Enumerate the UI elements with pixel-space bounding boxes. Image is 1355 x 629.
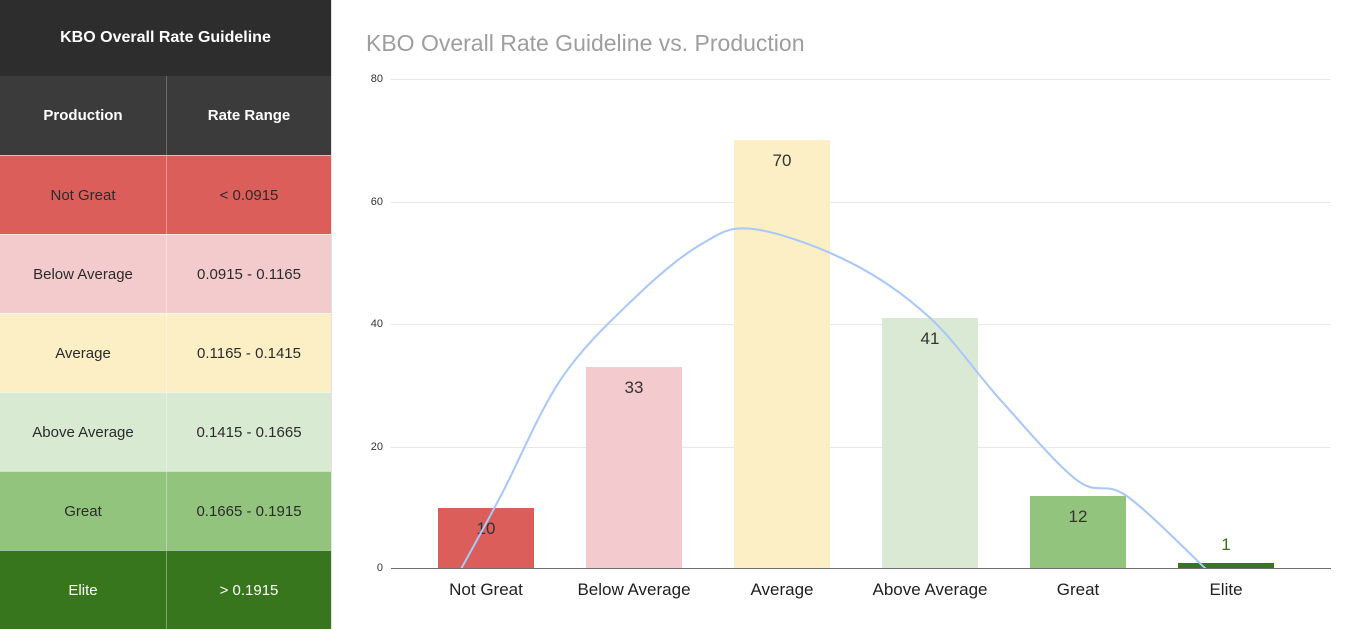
bar-value-label: 33 xyxy=(624,377,644,397)
production-cell: Not Great xyxy=(50,186,116,204)
bar-columns: 10 33 70 41 12 1 xyxy=(412,79,1300,569)
bar-column-not-great: 10 xyxy=(412,79,560,569)
bar-value-label: 70 xyxy=(772,151,792,171)
guideline-table: KBO Overall Rate Guideline Production Ra… xyxy=(0,0,331,629)
chart-panel: KBO Overall Rate Guideline vs. Productio… xyxy=(331,0,1355,629)
bar-column-above-average: 41 xyxy=(856,79,1004,569)
rate-range-cell: > 0.1915 xyxy=(166,551,331,629)
bar-above-average[interactable] xyxy=(881,317,979,569)
bar-column-average: 70 xyxy=(708,79,856,569)
y-axis-tick-label: 0 xyxy=(376,562,383,574)
guideline-header-row: Production Rate Range xyxy=(0,76,331,155)
rate-range-cell: 0.1665 - 0.1915 xyxy=(166,472,331,550)
bar-column-elite: 1 xyxy=(1152,79,1300,569)
gridline xyxy=(391,201,1331,203)
production-cell: Average xyxy=(55,344,111,362)
table-row-great: Great 0.1665 - 0.1915 xyxy=(0,471,331,550)
production-cell: Below Average xyxy=(33,265,133,283)
bar-column-great: 12 xyxy=(1004,79,1152,569)
x-axis-label-not-great: Not Great xyxy=(449,580,523,599)
table-row-average: Average 0.1165 - 0.1415 xyxy=(0,313,331,392)
production-cell: Above Average xyxy=(32,423,134,441)
guideline-header-rate-range: Rate Range xyxy=(166,76,331,155)
x-axis-baseline xyxy=(391,568,1331,569)
bar-value-label: 41 xyxy=(920,328,940,348)
table-row-not-great: Not Great < 0.0915 xyxy=(0,155,331,234)
bar-value-label: 10 xyxy=(476,518,496,538)
rate-range-cell: < 0.0915 xyxy=(166,156,331,234)
bar-average[interactable] xyxy=(733,140,831,569)
y-axis-tick-label: 40 xyxy=(370,318,383,330)
y-axis-tick-label: 60 xyxy=(370,195,383,208)
bar-elite[interactable] xyxy=(1177,562,1275,569)
table-row-below-average: Below Average 0.0915 - 0.1165 xyxy=(0,234,331,313)
bar-value-label: 1 xyxy=(1221,534,1231,554)
guideline-header-production: Production xyxy=(43,107,123,124)
bar-column-below-average: 33 xyxy=(560,79,708,569)
x-axis-label-great: Great xyxy=(1056,580,1100,599)
x-axis-label-above-average: Above Average xyxy=(872,580,988,599)
production-cell: Great xyxy=(64,502,102,520)
table-row-above-average: Above Average 0.1415 - 0.1665 xyxy=(0,392,331,471)
production-cell: Elite xyxy=(68,581,98,599)
x-axis-label-average: Average xyxy=(750,580,814,599)
rate-range-cell: 0.1415 - 0.1665 xyxy=(166,393,331,471)
gridline xyxy=(391,79,1331,80)
chart-title: KBO Overall Rate Guideline vs. Productio… xyxy=(366,30,805,56)
bar-value-label: 12 xyxy=(1068,506,1088,526)
plot-area: 10 33 70 41 12 1 0 20 40 60 80 xyxy=(371,73,1331,574)
guideline-table-title: KBO Overall Rate Guideline xyxy=(0,0,331,76)
y-axis-tick-label: 20 xyxy=(370,440,383,453)
x-axis-label-elite: Elite xyxy=(1209,580,1243,599)
x-axis-label-below-average: Below Average xyxy=(577,580,691,599)
table-row-elite: Elite > 0.1915 xyxy=(0,550,331,629)
rate-range-cell: 0.1165 - 0.1415 xyxy=(166,314,331,392)
rate-range-cell: 0.0915 - 0.1165 xyxy=(166,235,331,313)
x-axis-labels: Not Great Below Average Average Above Av… xyxy=(412,578,1300,602)
y-axis-tick-label: 80 xyxy=(370,73,383,85)
